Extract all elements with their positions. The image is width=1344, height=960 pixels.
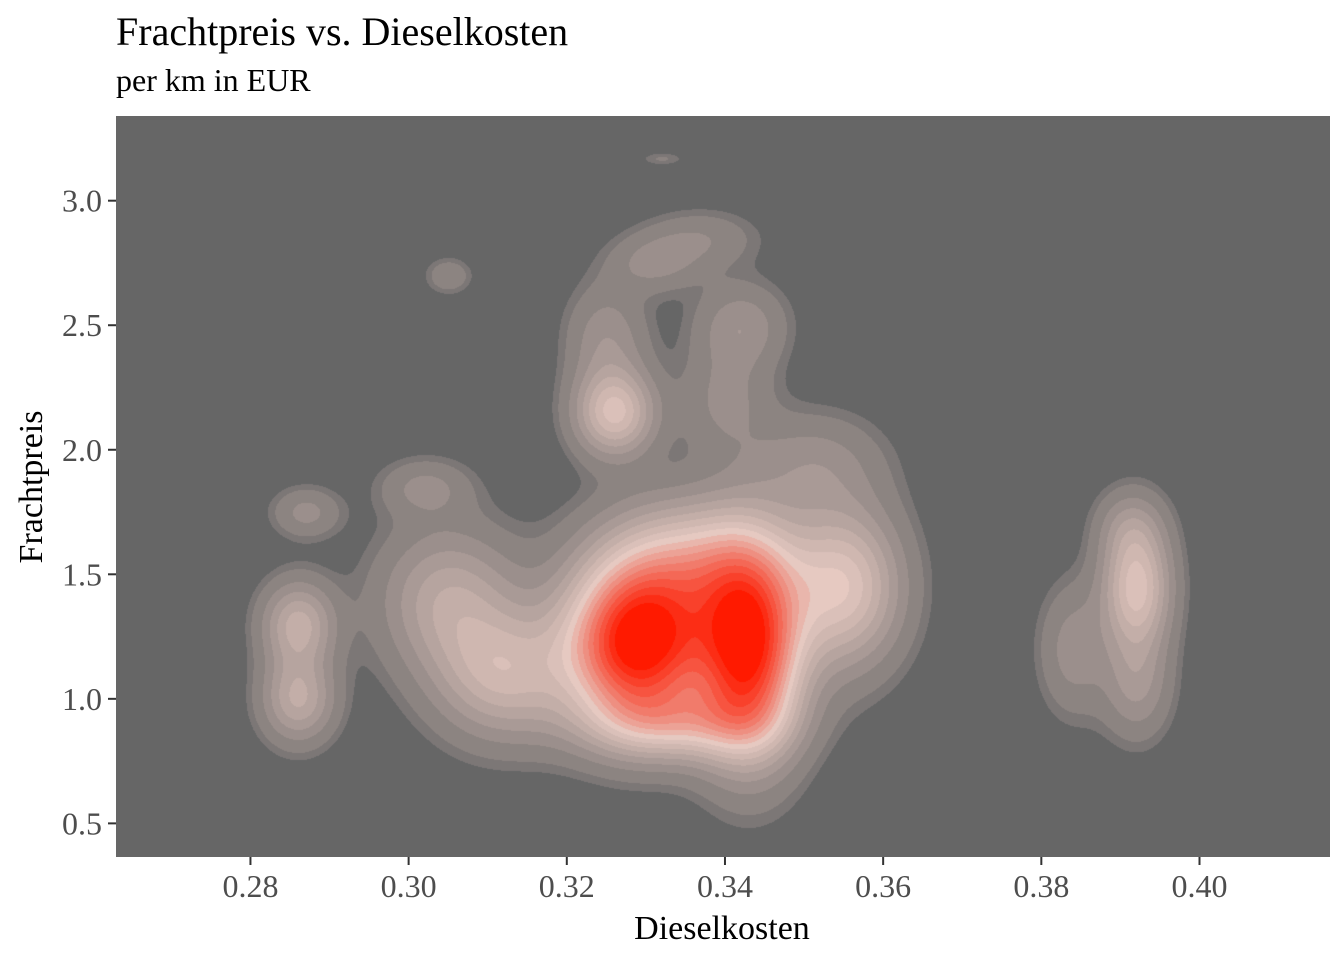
x-axis: 0.28 0.30 0.32 0.34 0.36 0.38 0.40 (222, 857, 1228, 904)
x-tick-label: 0.40 (1172, 868, 1228, 904)
x-tick-label: 0.30 (381, 868, 437, 904)
y-tick-label: 1.5 (62, 556, 102, 592)
y-axis-title: Frachtpreis (13, 411, 50, 564)
chart-title: Frachtpreis vs. Dieselkosten (116, 9, 569, 54)
x-tick-label: 0.34 (697, 868, 753, 904)
x-axis-title: Dieselkosten (634, 910, 810, 947)
x-tick-label: 0.32 (539, 868, 595, 904)
y-tick-label: 0.5 (62, 805, 102, 841)
x-tick-label: 0.28 (222, 868, 278, 904)
density-heatmap (116, 116, 1330, 857)
y-tick-label: 2.5 (62, 307, 102, 343)
y-tick-label: 1.0 (62, 681, 102, 717)
x-tick-label: 0.38 (1013, 868, 1069, 904)
y-axis: 0.5 1.0 1.5 2.0 2.5 3.0 (62, 183, 116, 841)
y-tick-label: 3.0 (62, 183, 102, 219)
chart-subtitle: per km in EUR (116, 62, 311, 98)
y-tick-label: 2.0 (62, 432, 102, 468)
x-tick-label: 0.36 (855, 868, 911, 904)
